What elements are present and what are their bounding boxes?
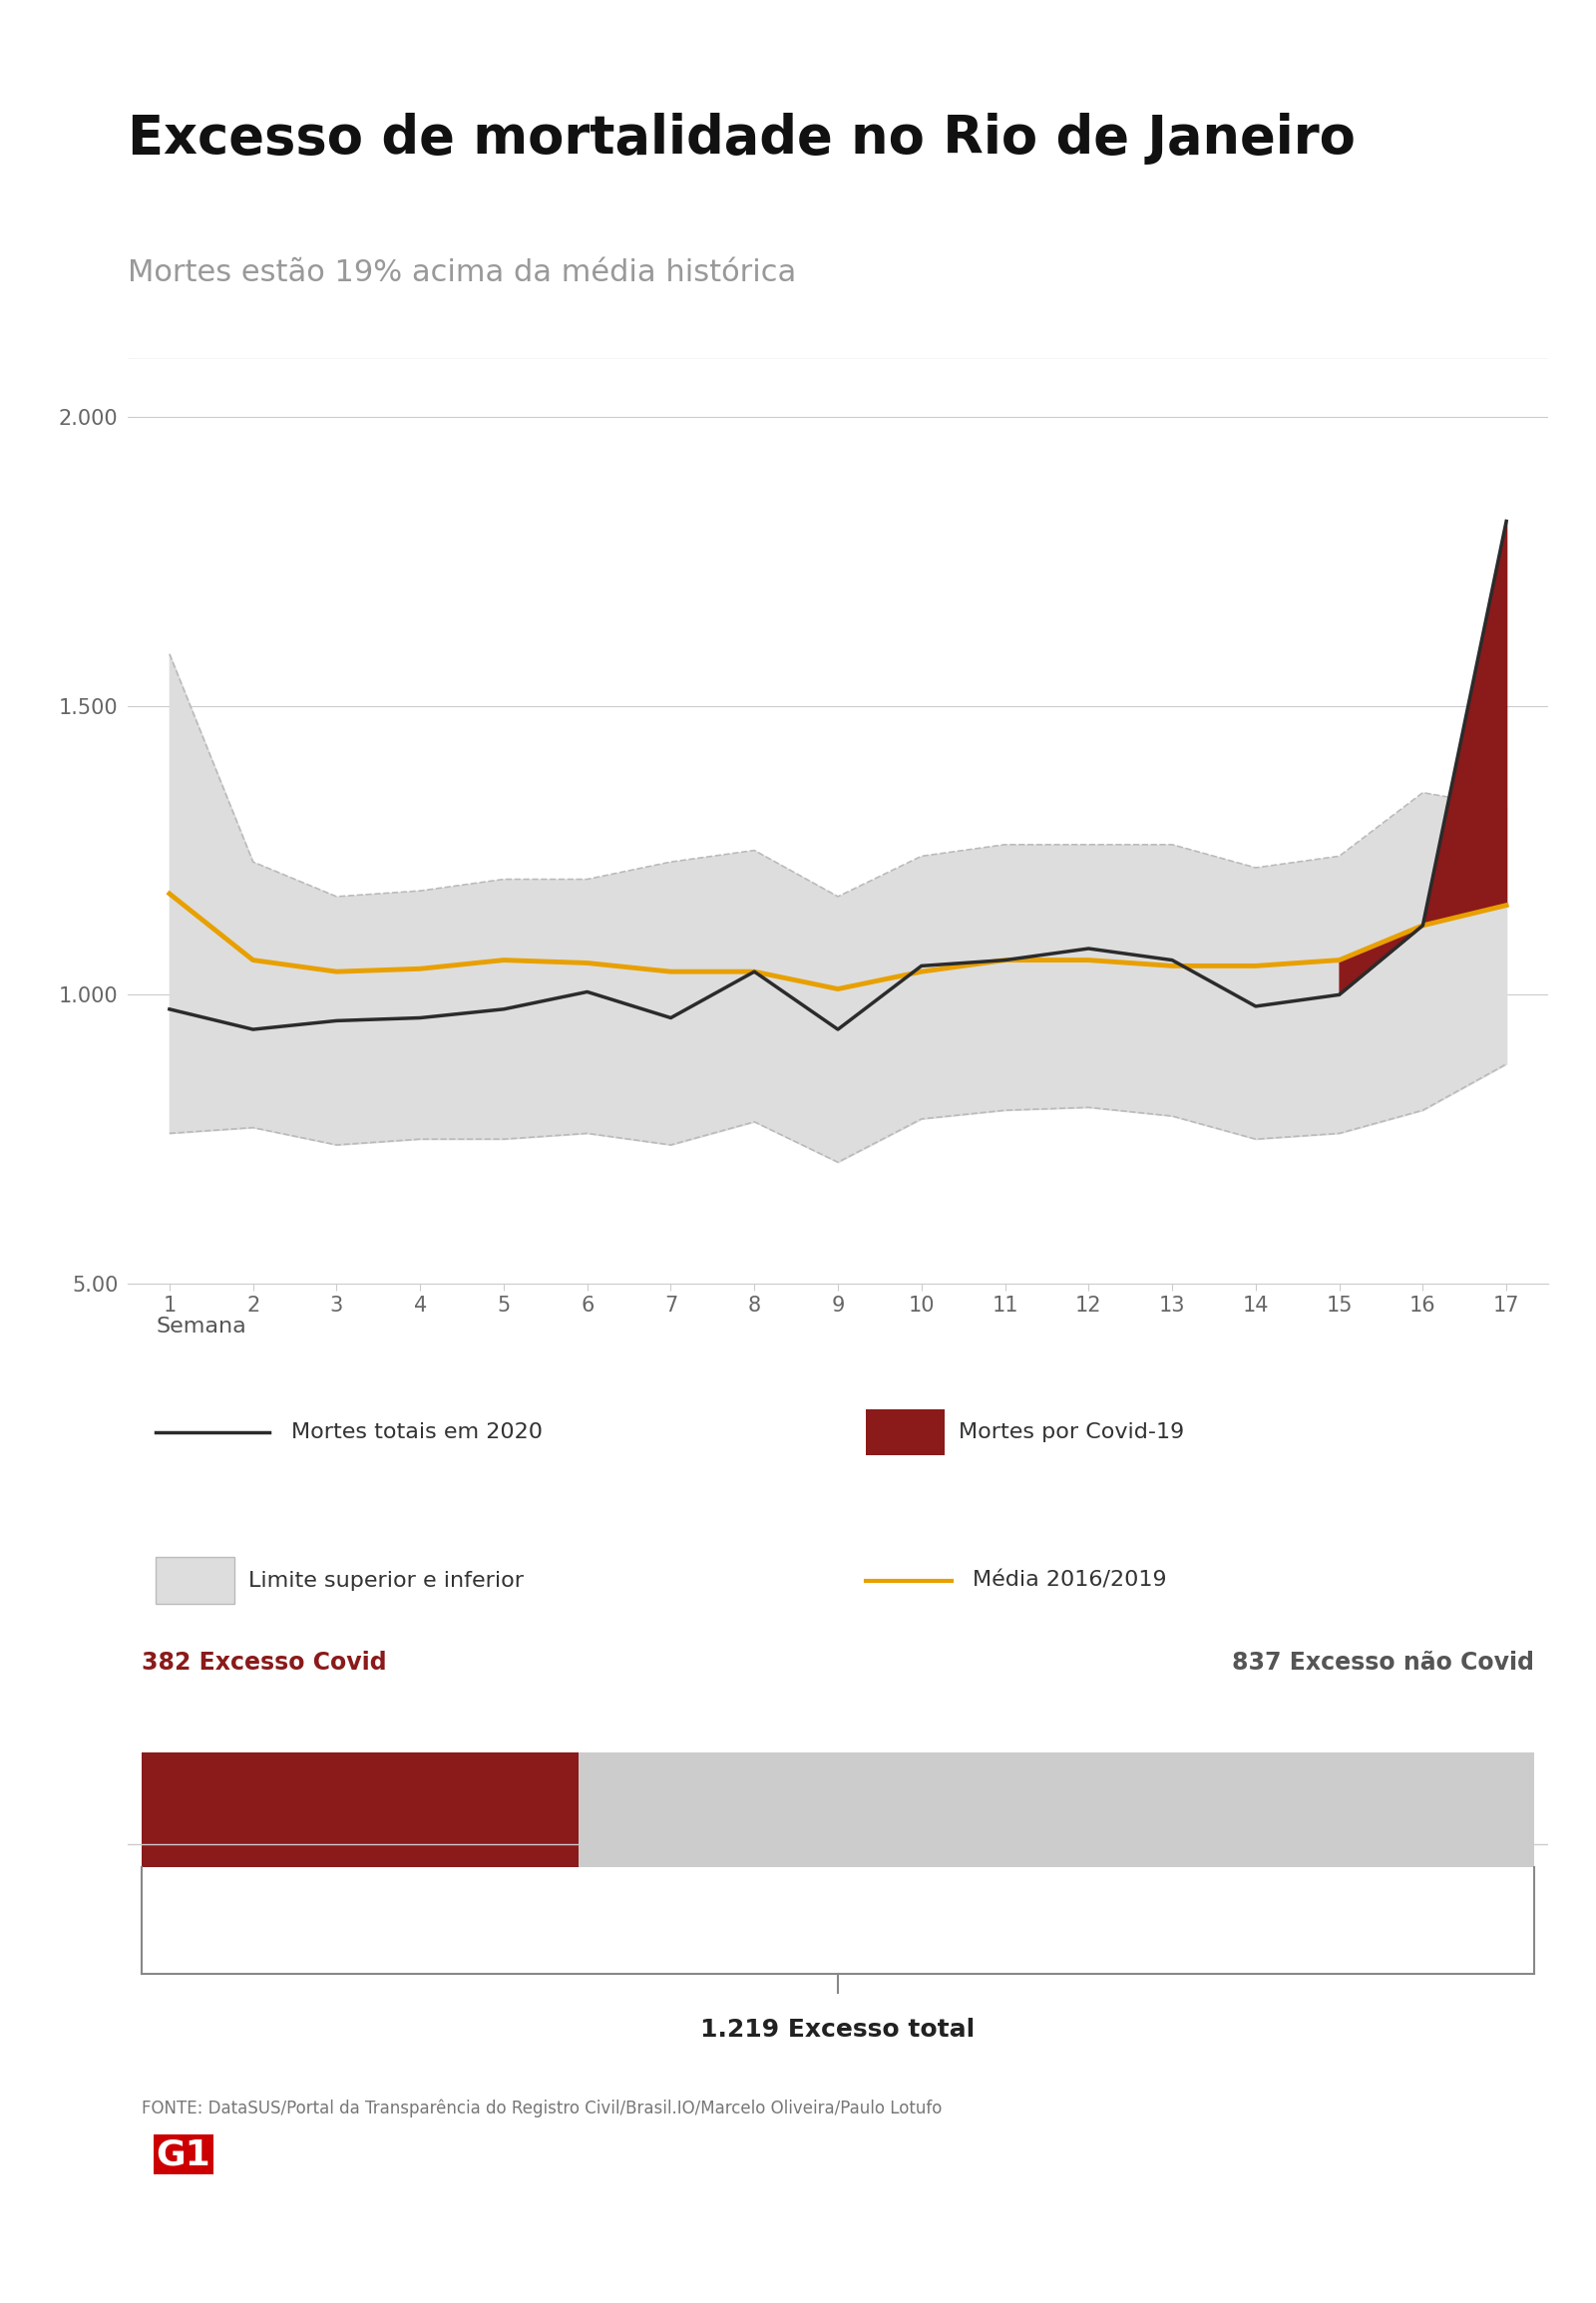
Text: FONTE: DataSUS/Portal da Transparência do Registro Civil/Brasil.IO/Marcelo Olive: FONTE: DataSUS/Portal da Transparência d… [142,2098,942,2116]
Text: Infográfico elaborado em: 04/05/2020: Infográfico elaborado em: 04/05/2020 [1096,2144,1519,2165]
Text: Mortes por Covid-19: Mortes por Covid-19 [959,1421,1184,1442]
Text: 1.219 Excesso total: 1.219 Excesso total [701,2017,975,2040]
Text: Excesso de mortalidade no Rio de Janeiro: Excesso de mortalidade no Rio de Janeiro [128,113,1355,164]
Text: Mortes totais em 2020: Mortes totais em 2020 [290,1421,543,1442]
Text: Limite superior e inferior: Limite superior e inferior [249,1571,523,1591]
Text: 837 Excesso não Covid: 837 Excesso não Covid [1232,1651,1534,1674]
Text: Média 2016/2019: Média 2016/2019 [974,1571,1167,1591]
Text: Mortes estão 19% acima da média histórica: Mortes estão 19% acima da média históric… [128,258,796,288]
Bar [156,1557,235,1603]
Text: G1: G1 [156,2137,211,2172]
Text: 382 Excesso Covid: 382 Excesso Covid [142,1651,386,1674]
Bar [867,1409,945,1455]
Text: Semana: Semana [156,1317,247,1336]
